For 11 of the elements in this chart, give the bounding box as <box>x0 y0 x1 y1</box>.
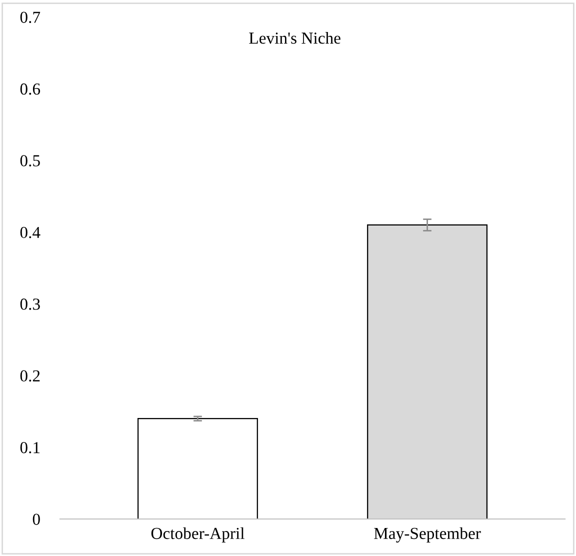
y-tick-label: 0 <box>32 514 40 525</box>
y-tick-label: 0.4 <box>20 226 40 238</box>
y-tick-label: 0.5 <box>20 155 40 166</box>
y-tick-label: 0.3 <box>20 298 40 310</box>
y-tick-label: 0.6 <box>20 83 40 95</box>
y-tick-label: 0.2 <box>20 370 40 382</box>
y-tick-label: 0.7 <box>20 12 40 24</box>
x-tick-label: October-April <box>151 527 244 542</box>
y-tick-label: 0.1 <box>20 442 40 454</box>
x-tick-label: May-September <box>374 527 481 542</box>
text: Levin's Niche <box>249 32 340 44</box>
